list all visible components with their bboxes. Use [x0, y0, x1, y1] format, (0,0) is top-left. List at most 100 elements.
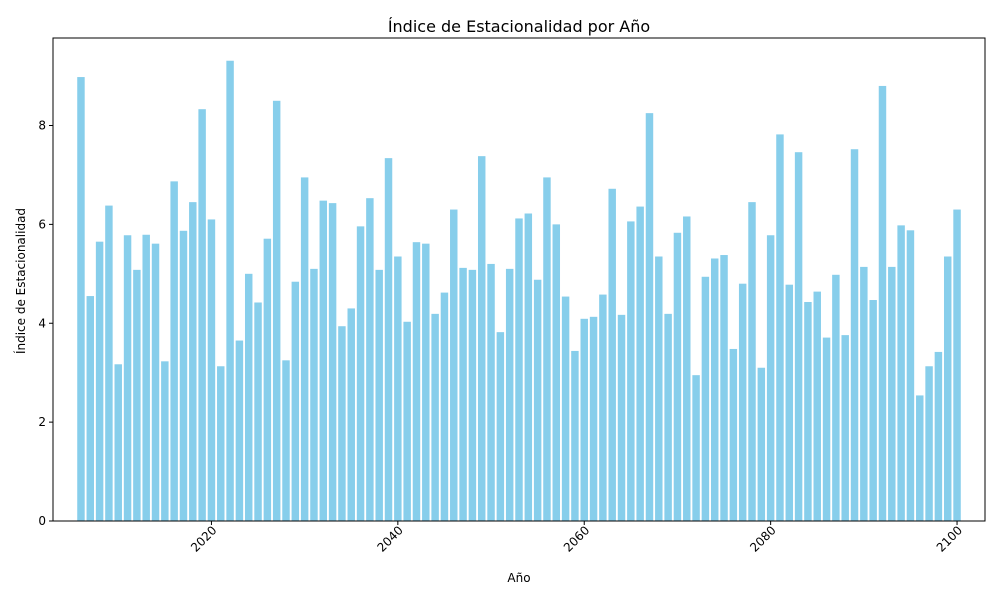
y-tick-label: 4	[38, 316, 46, 330]
x-tick-label: 2100	[934, 523, 965, 554]
bar-2030	[300, 177, 309, 521]
bar-2024	[244, 273, 253, 521]
chart-title: Índice de Estacionalidad por Año	[388, 17, 650, 36]
y-tick-label: 6	[38, 217, 46, 231]
bar-2056	[543, 177, 551, 521]
bar-2075	[720, 255, 728, 521]
bar-2063	[608, 188, 616, 521]
bar-2096	[916, 395, 924, 521]
bar-2068	[655, 256, 663, 521]
bar-2033	[328, 203, 337, 521]
bar-2067	[645, 113, 654, 521]
bar-2022	[226, 60, 234, 522]
bar-2074	[710, 258, 719, 521]
bar-2037	[366, 198, 374, 521]
bar-2099	[943, 256, 952, 521]
bar-2079	[757, 367, 766, 521]
bar-2038	[375, 269, 383, 521]
y-tick-label: 2	[38, 415, 46, 429]
bar-2082	[785, 284, 794, 521]
bar-2098	[934, 351, 943, 521]
bar-2073	[701, 276, 710, 521]
bar-2009	[105, 205, 113, 521]
x-tick-label: 2020	[188, 523, 219, 554]
bar-2051	[496, 332, 505, 521]
bar-2013	[142, 234, 150, 521]
bar-2043	[422, 243, 430, 521]
bar-2053	[515, 218, 523, 521]
bar-2046	[450, 209, 458, 522]
bar-2058	[561, 296, 570, 521]
plot-frame	[52, 37, 986, 522]
bar-2088	[841, 335, 849, 521]
bar-2028	[282, 360, 290, 521]
bar-2044	[431, 313, 439, 521]
bar-2097	[925, 366, 933, 521]
bar-2080	[766, 235, 775, 521]
bar-2059	[571, 350, 579, 521]
bar-2045	[440, 292, 449, 521]
bar-2042	[412, 242, 421, 521]
y-tick-label: 0	[38, 514, 46, 528]
bar-2052	[505, 268, 514, 521]
bar-2027	[272, 100, 281, 521]
bar-2085	[813, 291, 821, 521]
x-axis-ticks: 2020 2040 2060 2080 2100	[188, 521, 965, 555]
bar-2083	[794, 152, 803, 521]
bar-2010	[114, 364, 122, 521]
bar-2094	[897, 225, 905, 521]
bar-2016	[170, 181, 178, 521]
bar-2061	[589, 316, 598, 521]
bar-2019	[198, 109, 206, 521]
bar-2091	[869, 300, 877, 521]
bar-2084	[804, 301, 812, 521]
bar-2047	[459, 267, 467, 521]
bar-2062	[599, 294, 607, 521]
x-tick-label: 2060	[561, 523, 592, 554]
bar-2015	[161, 361, 169, 521]
bar-2035	[347, 308, 355, 521]
bar-2006	[77, 77, 85, 521]
x-tick-label: 2080	[747, 523, 778, 554]
bar-2090	[860, 266, 868, 521]
bar-2032	[319, 200, 328, 521]
bar-2055	[533, 279, 542, 521]
bar-2014	[151, 243, 160, 521]
bar-2020	[207, 219, 216, 521]
bar-2023	[235, 340, 244, 521]
bar-2017	[179, 230, 188, 522]
bar-2007	[86, 296, 95, 521]
bar-2086	[822, 337, 831, 521]
bar-2048	[468, 269, 477, 521]
bar-2060	[580, 318, 588, 521]
bar-2049	[477, 156, 486, 521]
bar-2087	[832, 274, 840, 521]
bar-2029	[291, 281, 300, 521]
bar-2050	[487, 263, 495, 521]
bar-2072	[692, 375, 700, 521]
bar-2026	[263, 238, 272, 521]
y-axis-label: Índice de Estacionalidad	[13, 208, 28, 354]
bar-2076	[729, 348, 738, 521]
bar-2081	[776, 134, 784, 521]
bar-2092	[878, 85, 887, 521]
bar-2071	[683, 216, 691, 521]
x-axis-label: Año	[507, 571, 530, 585]
bar-2078	[748, 202, 756, 521]
bar-2057	[552, 224, 561, 521]
bar-2031	[310, 268, 318, 521]
bar-2021	[217, 366, 225, 521]
bar-2034	[338, 326, 346, 521]
bar-2066	[636, 206, 644, 521]
bar-2036	[356, 226, 365, 522]
bar-2054	[524, 213, 533, 521]
bar-2095	[906, 230, 915, 521]
bar-2069	[664, 313, 672, 521]
x-tick-label: 2040	[374, 523, 405, 554]
y-axis-ticks: 0 2 4 6 8	[38, 119, 53, 528]
bar-2039	[384, 158, 393, 521]
bar-2025	[254, 302, 262, 521]
bar-2077	[738, 283, 747, 521]
bar-2100	[953, 209, 961, 522]
